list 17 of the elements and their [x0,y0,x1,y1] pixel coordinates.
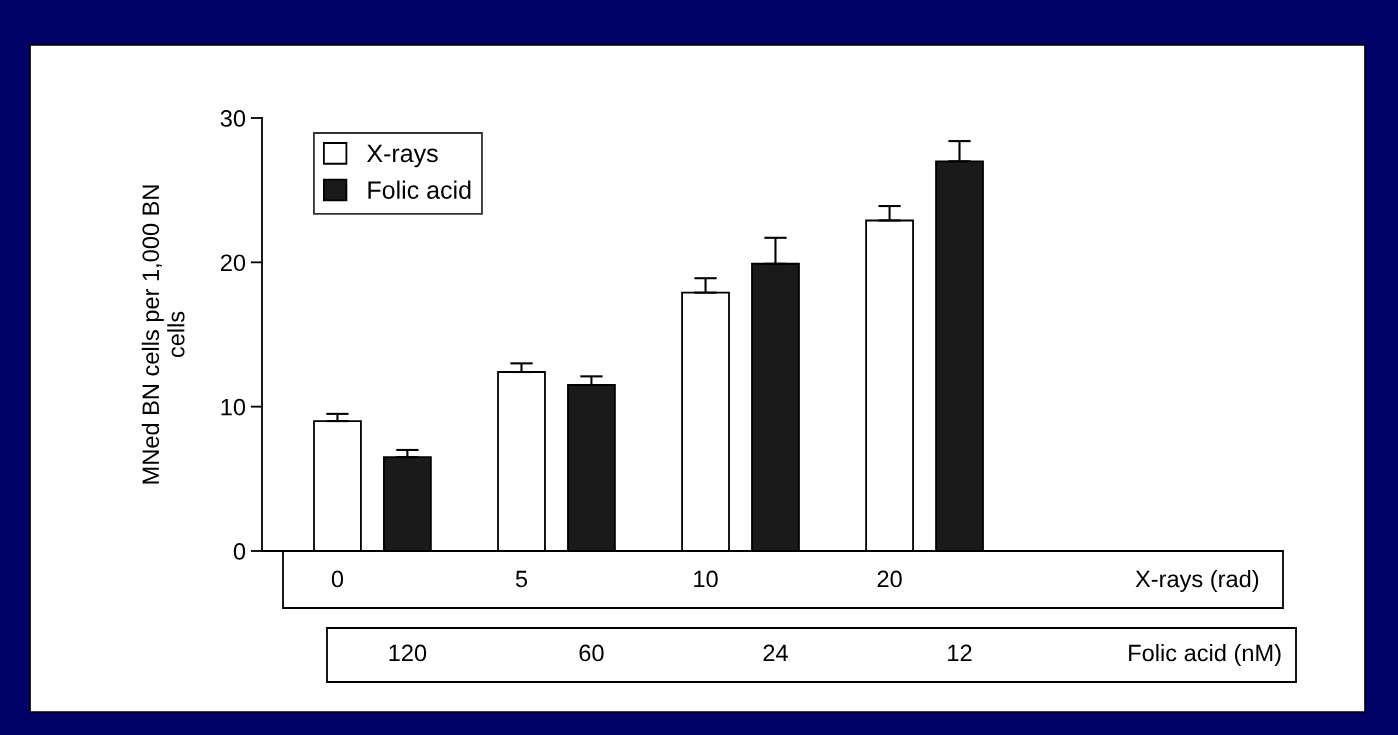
y-tick-label: 30 [220,110,246,127]
x-tick-label: 10 [694,570,718,588]
legend-label: X-rays [366,144,438,168]
y-tick-label: 10 [221,398,246,416]
text: 24 [763,644,788,662]
x-tick-label: 20 [877,570,902,588]
text: 12 [948,644,972,662]
y-tick-label: 20 [220,254,246,272]
y-tick-label: 0 [233,543,246,560]
x-tick-label: 5 [515,570,528,588]
x-tick-label: 0 [331,570,344,588]
text: 60 [579,644,604,662]
y-axis-title: MNed BN cells per 1,000 BN cells [141,185,185,484]
text: Folic acid (nM) [1129,643,1281,666]
text: 120 [389,644,427,662]
legend-label: Folic acid [368,180,471,199]
text: X-rays (rad) [1135,569,1259,592]
